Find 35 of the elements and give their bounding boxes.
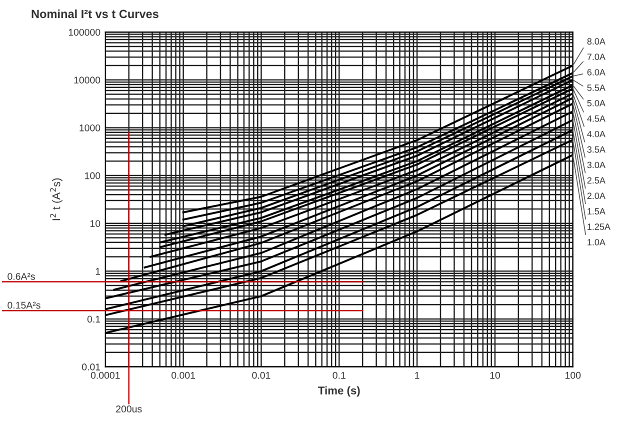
y-tick-label: 10 xyxy=(90,220,100,227)
x-tick-label: 0.0001 xyxy=(90,372,120,379)
chart-title: Nominal I²t vs t Curves xyxy=(32,9,158,18)
text: 7.0A xyxy=(587,54,606,60)
y-tick-label: 1000 xyxy=(80,124,100,132)
ref-line-label: 200us xyxy=(116,406,142,412)
text: 2.0A xyxy=(587,192,606,200)
text: 4.5A xyxy=(587,116,606,122)
y-axis-title: I$^{2}$ t (A$^{2}$s) xyxy=(50,178,62,220)
text: 5.0A xyxy=(587,100,606,106)
text: 8.0A xyxy=(587,38,606,45)
x-tick-label: 1 xyxy=(415,372,420,379)
series-label: 5.5A xyxy=(587,84,606,91)
x-tick-label: 100 xyxy=(566,372,581,379)
text: 1.25A xyxy=(588,224,610,230)
x-tick-label: 0.01 xyxy=(252,372,270,379)
ref-line-label: 0.6A²s xyxy=(8,272,35,280)
x-axis-title: Time (s) xyxy=(318,386,360,397)
text: 1.0A xyxy=(588,238,606,246)
text: 2.5A xyxy=(587,177,606,184)
x-tick-label: 10 xyxy=(490,372,500,379)
text: 3.0A xyxy=(587,162,606,168)
y-tick-label: 100 xyxy=(85,172,100,180)
ref-line-label: 0.15A²s xyxy=(8,302,40,309)
y-tick-label: 100000 xyxy=(68,28,100,36)
text: 3.5A xyxy=(587,146,606,153)
y-tick-label: 0.01 xyxy=(82,364,100,370)
y-tick-label: 0.1 xyxy=(87,316,100,323)
y-tick-label: 10000 xyxy=(74,76,100,84)
text: 4.0A xyxy=(587,130,606,138)
y-tick-label: 1 xyxy=(96,268,100,275)
x-tick-label: 0.1 xyxy=(332,372,346,379)
x-tick-label: 0.001 xyxy=(172,372,196,379)
text: 1.5A xyxy=(588,208,606,214)
series-label: 6.0A xyxy=(587,69,606,76)
